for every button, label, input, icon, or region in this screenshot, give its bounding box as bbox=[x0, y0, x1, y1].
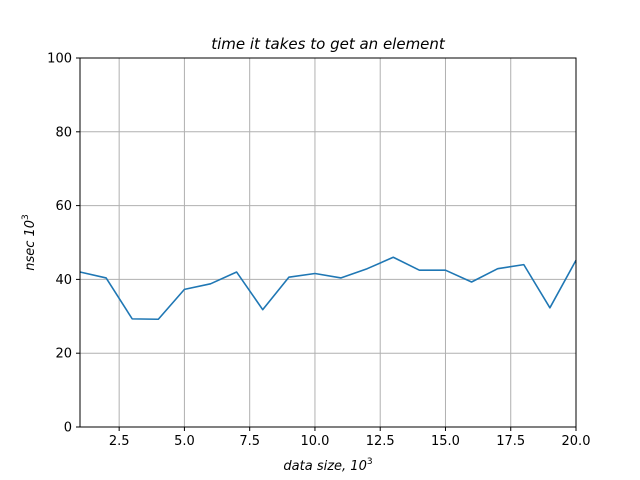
x-tick-label: 17.5 bbox=[496, 434, 525, 449]
x-axis-label-superscript: 3 bbox=[367, 457, 373, 467]
x-tick-label: 5.0 bbox=[174, 434, 195, 449]
y-axis-label: nsec 103 bbox=[21, 214, 38, 271]
y-tick-label: 60 bbox=[55, 199, 72, 214]
x-tick-label: 10.0 bbox=[300, 434, 329, 449]
y-axis-label-superscript: 3 bbox=[21, 214, 31, 220]
chart-title: time it takes to get an element bbox=[211, 35, 446, 53]
series-layer bbox=[79, 256, 577, 321]
x-axis-label: data size, 103 bbox=[283, 457, 372, 474]
x-tick-label: 2.5 bbox=[109, 434, 130, 449]
x-axis-label-main: data size, 10 bbox=[283, 459, 366, 474]
series-line bbox=[79, 256, 577, 321]
y-tick-label: 100 bbox=[47, 52, 72, 67]
grid-lines bbox=[80, 57, 577, 428]
axis-ticks: 2.5 5.0 7.5 10.0 12.5 15.0 17.5 20.0 0 20 40 60 80 10… bbox=[47, 52, 590, 450]
y-tick-label: 0 bbox=[64, 421, 72, 436]
x-tick-label: 7.5 bbox=[239, 434, 260, 449]
y-tick-label: 80 bbox=[55, 125, 72, 140]
y-tick-label: 20 bbox=[55, 347, 72, 362]
y-tick-label: 40 bbox=[55, 273, 72, 288]
x-tick-label: 20.0 bbox=[562, 434, 591, 449]
x-tick-label: 12.5 bbox=[366, 434, 395, 449]
x-tick-label: 15.0 bbox=[431, 434, 460, 449]
y-axis-label-main: nsec 10 bbox=[23, 220, 38, 271]
plot-frame bbox=[79, 57, 577, 428]
